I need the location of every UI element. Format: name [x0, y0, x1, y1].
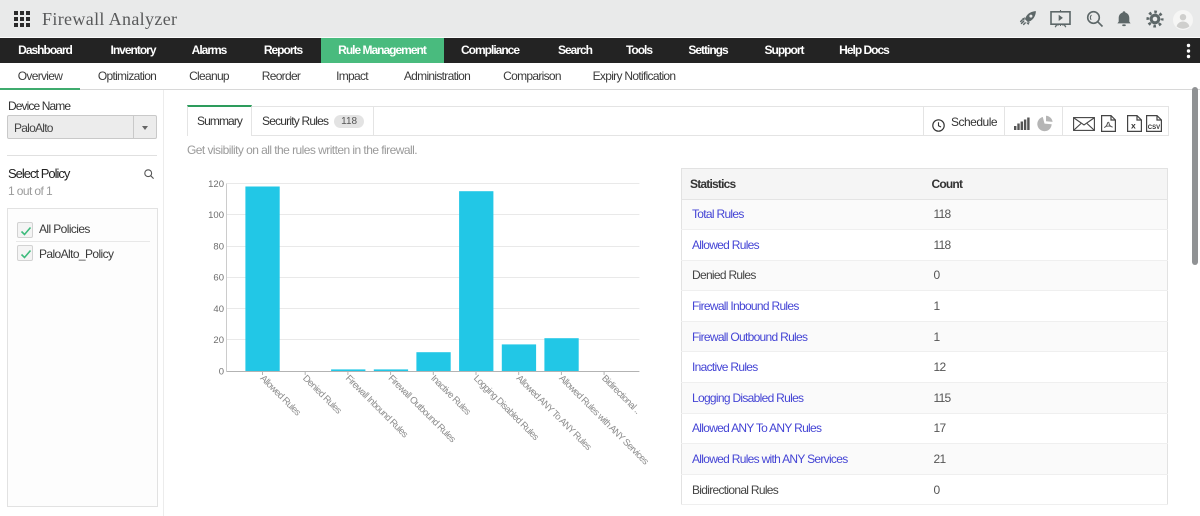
svg-text:80: 80 — [213, 242, 224, 253]
svg-text:60: 60 — [213, 273, 224, 284]
svg-text:Allowed Rules with ANY Service: Allowed Rules with ANY Services — [557, 373, 651, 467]
svg-text:100: 100 — [208, 210, 224, 221]
svg-text:120: 120 — [208, 179, 224, 190]
svg-text:Inactive Rules: Inactive Rules — [428, 373, 473, 418]
svg-text:CSV: CSV — [1148, 124, 1160, 130]
svg-text:40: 40 — [213, 304, 224, 315]
svg-text:Bidirectional ..: Bidirectional .. — [599, 373, 642, 416]
svg-text:Denied Rules: Denied Rules — [300, 373, 344, 417]
svg-text:x: x — [1131, 120, 1136, 130]
svg-text:Allowed Rules: Allowed Rules — [258, 373, 303, 418]
svg-text:20: 20 — [213, 335, 224, 346]
svg-text:Allowed ANY To ANY Rules: Allowed ANY To ANY Rules — [514, 373, 594, 453]
svg-text:0: 0 — [219, 367, 224, 378]
